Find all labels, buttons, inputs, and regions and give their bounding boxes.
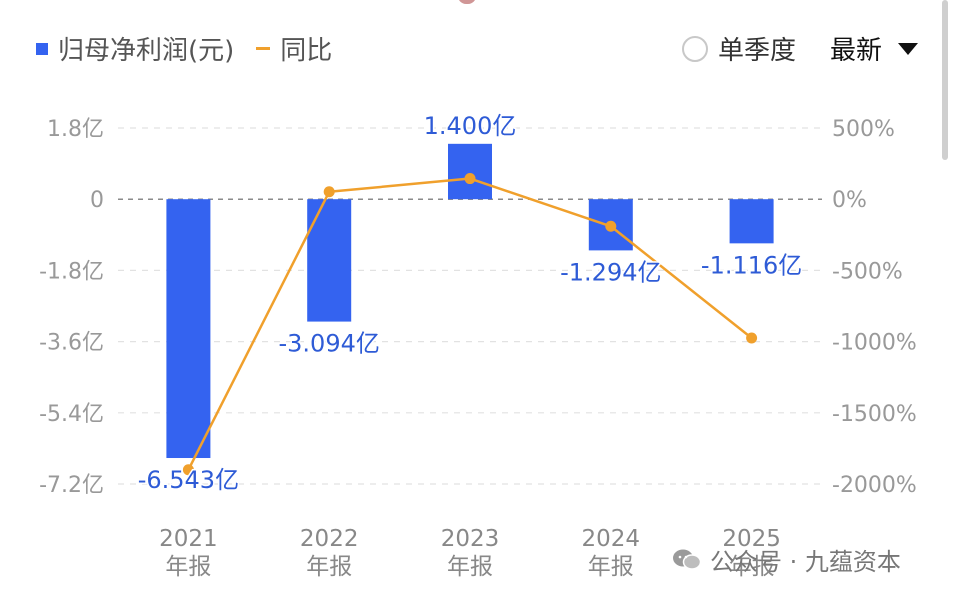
bar-data-label: -1.294亿: [560, 258, 661, 286]
y-right-tick-label: -500%: [832, 259, 903, 284]
period-select[interactable]: 最新: [829, 36, 882, 66]
bar-data-label: -1.116亿: [701, 251, 802, 279]
y-left-tick-label: -3.6亿: [39, 331, 104, 356]
y-left-tick-label: -5.4亿: [39, 402, 104, 427]
x-tick-label: 2021 年报: [159, 526, 218, 580]
y-right-tick-label: 500%: [832, 117, 895, 142]
chevron-down-icon[interactable]: [898, 42, 918, 55]
bar-data-label: -3.094亿: [279, 330, 380, 358]
top-decoration: [458, 0, 476, 4]
y-left-tick-label: -1.8亿: [39, 259, 104, 284]
chart-controls: 单季度 最新: [681, 30, 918, 67]
watermark: 公众号 · 九蕴资本: [672, 542, 901, 577]
yoy-point: [746, 332, 758, 344]
yoy-point: [464, 173, 476, 185]
y-right-tick-label: -1000%: [832, 331, 917, 356]
scrollbar-thumb[interactable]: [942, 0, 948, 160]
bar-data-label: 1.400亿: [424, 112, 517, 140]
bar: [307, 199, 352, 322]
legend-item-net-profit[interactable]: 归母净利润(元): [36, 30, 234, 67]
watermark-text: 公众号 · 九蕴资本: [710, 548, 901, 576]
legend-label-yoy: 同比: [280, 36, 333, 66]
legend: 归母净利润(元) 同比: [36, 30, 354, 67]
y-right-tick-label: 0%: [832, 188, 867, 213]
y-left-tick-label: -7.2亿: [39, 473, 104, 498]
y-right-tick-label: -2000%: [832, 473, 917, 498]
x-tick-label: 2023 年报: [441, 526, 500, 580]
x-tick-label: 2024 年报: [582, 526, 641, 580]
bar-swatch-icon: [36, 42, 48, 55]
x-tick-label: 2022 年报: [300, 526, 359, 580]
yoy-line: [187, 177, 753, 471]
y-right-tick-label: -1500%: [832, 402, 917, 427]
yoy-point: [605, 220, 617, 232]
wechat-icon: [673, 549, 702, 570]
line-swatch-icon: [256, 47, 271, 50]
bar: [729, 199, 774, 244]
bar: [166, 199, 211, 459]
single-quarter-radio[interactable]: [681, 35, 708, 62]
y-left-tick-label: 0: [90, 188, 104, 213]
yoy-point: [323, 186, 335, 198]
yoy-point: [182, 464, 194, 476]
legend-item-yoy[interactable]: 同比: [256, 30, 332, 67]
chart-header: 归母净利润(元) 同比 单季度 最新: [0, 0, 954, 90]
bar-data-label: -6.543亿: [138, 466, 239, 494]
x-tick-label: 2025 年报: [722, 526, 781, 580]
y-left-tick-label: 1.8亿: [47, 117, 104, 142]
legend-label-net-profit: 归母净利润(元): [58, 36, 235, 66]
single-quarter-label[interactable]: 单季度: [717, 36, 796, 66]
bar: [448, 143, 492, 200]
